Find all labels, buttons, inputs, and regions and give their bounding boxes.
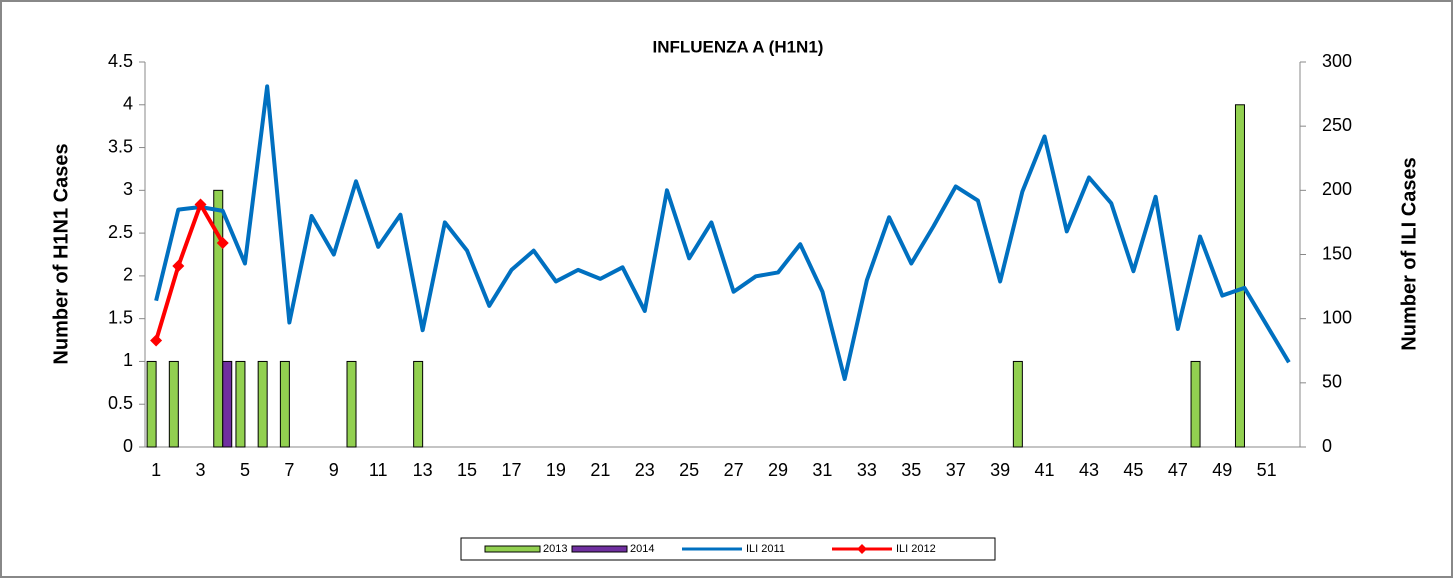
bar — [279, 360, 290, 448]
x-tick-label: 51 — [1257, 460, 1277, 480]
marker — [216, 236, 229, 249]
x-tick-label: 47 — [1168, 460, 1188, 480]
x-tick-label: 37 — [946, 460, 966, 480]
bar — [413, 360, 424, 448]
line — [154, 202, 225, 342]
x-tick-label: 39 — [990, 460, 1010, 480]
y-tick-label: 2.5 — [108, 222, 133, 242]
legend-label: 2014 — [630, 543, 654, 555]
legend-swatch — [571, 545, 628, 553]
y2-tick-label: 100 — [1322, 307, 1352, 327]
x-tick-label: 17 — [501, 460, 521, 480]
x-tick-label: 29 — [768, 460, 788, 480]
x-tick-label: 9 — [329, 460, 339, 480]
marker — [194, 198, 207, 211]
chart-title: INFLUENZA A (H1N1) — [653, 37, 824, 56]
line — [154, 84, 1291, 381]
marker — [172, 260, 185, 273]
legend-swatch — [484, 545, 541, 553]
x-tick-label: 35 — [901, 460, 921, 480]
x-tick-label: 49 — [1212, 460, 1232, 480]
y2-tick-label: 50 — [1322, 372, 1342, 392]
x-tick-label: 11 — [369, 460, 388, 480]
y-tick-label: 1.5 — [108, 307, 133, 327]
legend-marker — [857, 544, 867, 554]
x-tick-label: 3 — [196, 460, 206, 480]
y2-tick-label: 150 — [1322, 243, 1352, 263]
x-tick-label: 13 — [413, 460, 433, 480]
bar — [257, 360, 268, 448]
y-tick-label: 3.5 — [108, 136, 133, 156]
y-tick-label: 0 — [123, 436, 133, 456]
x-tick-label: 27 — [724, 460, 744, 480]
y2-axis-label: Number of ILI Cases — [1398, 157, 1420, 350]
x-tick-label: 1 — [151, 460, 161, 480]
y-tick-label: 1 — [123, 350, 133, 370]
bar — [235, 360, 246, 448]
x-tick-label: 45 — [1123, 460, 1143, 480]
bar — [1012, 360, 1023, 448]
y-tick-label: 3 — [123, 179, 133, 199]
y2-tick-label: 250 — [1322, 115, 1352, 135]
x-tick-label: 33 — [857, 460, 877, 480]
x-tick-label: 23 — [635, 460, 655, 480]
bar — [1234, 104, 1245, 448]
y-axis-label: Number of H1N1 Cases — [50, 143, 72, 364]
x-tick-label: 31 — [812, 460, 832, 480]
x-tick-label: 5 — [240, 460, 250, 480]
legend-label: ILI 2012 — [896, 543, 936, 555]
x-tick-label: 21 — [590, 460, 610, 480]
y-tick-label: 0.5 — [108, 393, 133, 413]
y-tick-label: 4.5 — [108, 51, 133, 71]
legend-label: 2013 — [543, 543, 567, 555]
x-tick-label: 25 — [679, 460, 699, 480]
bar — [346, 360, 357, 448]
x-tick-label: 43 — [1079, 460, 1099, 480]
bar — [213, 189, 224, 448]
bar — [146, 360, 157, 448]
y2-tick-label: 300 — [1322, 51, 1352, 71]
x-tick-label: 15 — [457, 460, 477, 480]
y2-tick-label: 200 — [1322, 179, 1352, 199]
y-tick-label: 2 — [123, 265, 133, 285]
x-tick-label: 7 — [284, 460, 294, 480]
x-tick-label: 41 — [1035, 460, 1055, 480]
legend-label: ILI 2011 — [746, 543, 785, 555]
marker — [150, 334, 163, 347]
bar — [222, 360, 233, 448]
bar — [1190, 360, 1201, 448]
x-tick-label: 19 — [546, 460, 566, 480]
y2-tick-label: 0 — [1322, 436, 1332, 456]
y-tick-label: 4 — [123, 94, 133, 114]
bar — [168, 360, 179, 448]
